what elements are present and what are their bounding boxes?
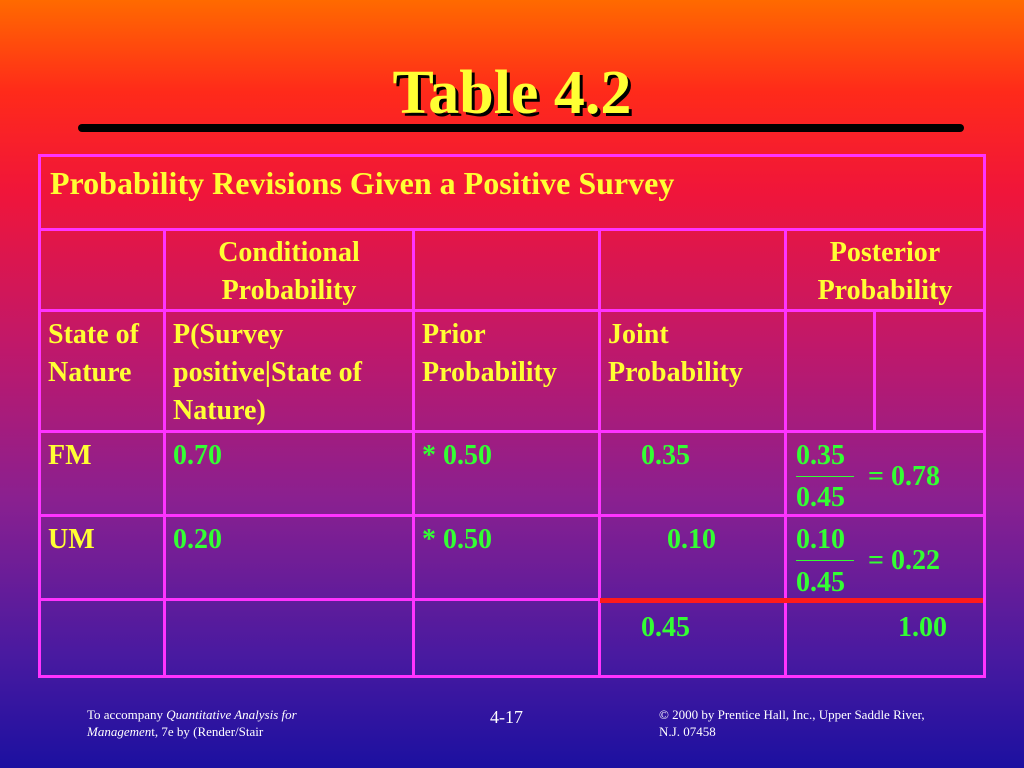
probability-table: Probability Revisions Given a Positive S… bbox=[38, 154, 986, 678]
posterior-denominator: 0.45 bbox=[796, 567, 845, 598]
posterior-denominator: 0.45 bbox=[796, 482, 845, 513]
likelihood-cell: 0.70 bbox=[173, 440, 222, 471]
joint-cell: 0.10 bbox=[667, 524, 716, 555]
header-posterior-probability: Posterior Probability bbox=[817, 237, 953, 306]
copyright-line2: N.J. 07458 bbox=[659, 724, 716, 739]
posterior-numerator: 0.35 bbox=[796, 440, 845, 471]
header-conditional-probability: Conditional Probability bbox=[218, 237, 360, 306]
row-divider bbox=[38, 598, 986, 601]
table-border-right bbox=[983, 154, 986, 678]
row-divider bbox=[38, 514, 986, 517]
prior-cell: * 0.50 bbox=[422, 524, 492, 555]
footer-credit: To accompany Quantitative Analysis for M… bbox=[87, 706, 347, 740]
header-likelihood: P(Survey positive|State of Nature) bbox=[173, 319, 362, 426]
posterior-total: 1.00 bbox=[898, 612, 947, 643]
footer-copyright: © 2000 by Prentice Hall, Inc., Upper Sad… bbox=[659, 706, 979, 740]
footer-edition: t, 7e by (Render/Stair bbox=[151, 724, 264, 739]
table-caption: Probability Revisions Given a Positive S… bbox=[50, 165, 675, 201]
col-divider bbox=[412, 228, 415, 678]
page-number: 4-17 bbox=[490, 707, 523, 727]
slide-title: Table 4.2 bbox=[392, 59, 632, 127]
row-divider bbox=[38, 228, 986, 231]
table-border-top bbox=[38, 154, 986, 157]
table-border-bottom bbox=[38, 675, 986, 678]
footer-book-title-cont: Managemen bbox=[87, 724, 152, 739]
total-rule bbox=[600, 598, 983, 603]
row-divider bbox=[38, 430, 986, 433]
posterior-value: = 0.78 bbox=[868, 461, 940, 492]
footer-book-title: Quantitative Analysis for bbox=[166, 707, 297, 722]
posterior-numerator: 0.10 bbox=[796, 524, 845, 555]
col-divider bbox=[784, 228, 787, 678]
state-cell: UM bbox=[48, 524, 95, 555]
header-joint-probability: Joint Probability bbox=[608, 319, 743, 388]
header-state-of-nature: State of Nature bbox=[48, 319, 139, 388]
table-border-left bbox=[38, 154, 41, 678]
prior-cell: * 0.50 bbox=[422, 440, 492, 471]
likelihood-cell: 0.20 bbox=[173, 524, 222, 555]
posterior-value: = 0.22 bbox=[868, 545, 940, 576]
header-prior-probability: Prior Probability bbox=[422, 319, 557, 388]
fraction-bar bbox=[796, 560, 854, 561]
title-underline bbox=[78, 124, 964, 132]
col-divider bbox=[598, 228, 601, 678]
fraction-bar bbox=[796, 476, 854, 477]
col-divider bbox=[873, 309, 876, 433]
copyright-line1: © 2000 by Prentice Hall, Inc., Upper Sad… bbox=[659, 707, 925, 722]
joint-cell: 0.35 bbox=[641, 440, 690, 471]
footer-prefix: To accompany bbox=[87, 707, 167, 722]
col-divider bbox=[163, 228, 166, 678]
row-divider bbox=[38, 309, 986, 312]
state-cell: FM bbox=[48, 440, 92, 471]
joint-total: 0.45 bbox=[641, 612, 690, 643]
